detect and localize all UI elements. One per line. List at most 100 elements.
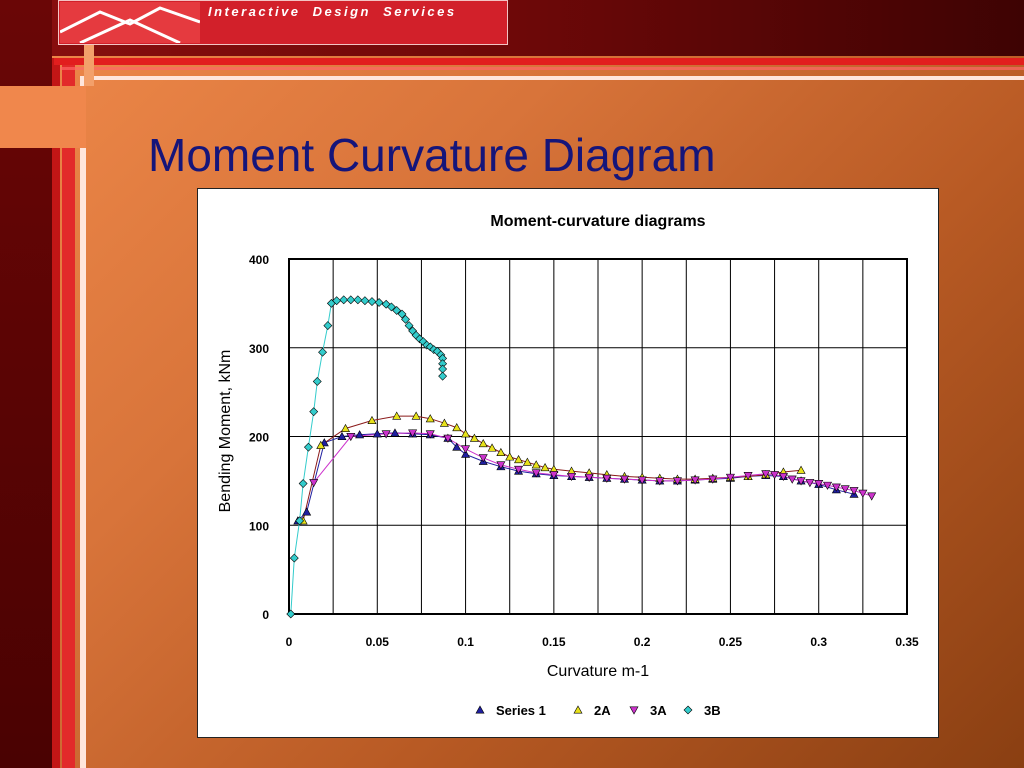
- top-red-stripe-highlight: [60, 67, 1024, 70]
- logo-mark-icon: [59, 2, 201, 45]
- legend-item-2a: 2A: [573, 703, 611, 718]
- data-point-2a: [439, 418, 449, 427]
- data-point-2a: [487, 443, 497, 452]
- data-point-3b: [360, 296, 370, 306]
- data-point-2a: [340, 423, 351, 433]
- data-point-2a: [316, 440, 326, 449]
- data-point-3a: [619, 475, 629, 484]
- y-tick-label: 200: [249, 431, 269, 445]
- data-point-series-1: [452, 442, 462, 451]
- data-point-2a: [411, 411, 421, 420]
- data-point-series-1: [372, 429, 382, 438]
- data-point-2a: [478, 438, 488, 448]
- data-point-3b: [309, 407, 319, 417]
- data-point-3a: [823, 481, 833, 490]
- company-logo: Interactive Design Services: [58, 0, 508, 45]
- orange-accent-block: [0, 86, 86, 148]
- data-point-3a: [381, 430, 391, 439]
- plot-area-border: [288, 258, 908, 615]
- y-axis-label: Bending Moment, kNm: [217, 350, 234, 513]
- legend-marker-2a: [573, 705, 583, 714]
- logo-text: Interactive Design Services: [208, 4, 457, 19]
- data-point-3a: [858, 489, 868, 498]
- legend-marker-3a: [629, 706, 639, 715]
- data-point-3b: [374, 298, 384, 307]
- legend-item-series-1: Series 1: [475, 703, 546, 718]
- y-tick-label: 100: [249, 519, 269, 533]
- data-point-3b: [353, 295, 363, 305]
- chart-grid: [288, 258, 908, 615]
- data-point-2a: [496, 447, 506, 456]
- data-point-3a: [637, 476, 647, 485]
- data-point-2a: [540, 462, 550, 472]
- data-point-3a: [655, 477, 665, 486]
- legend-label-3a: 3A: [650, 703, 667, 718]
- series-line-2a: [302, 415, 802, 521]
- data-point-3a: [831, 483, 841, 492]
- data-point-series-1: [355, 430, 365, 439]
- data-point-3a: [814, 480, 824, 489]
- data-point-2a: [796, 465, 806, 474]
- data-point-2a: [452, 423, 462, 432]
- data-point-3b: [438, 371, 448, 381]
- chart-container: Moment-curvature diagrams 0 0.05 0.1 0.15 0.…: [197, 188, 939, 738]
- data-point-3a: [796, 477, 806, 486]
- data-point-3b: [289, 553, 299, 563]
- data-point-3a: [849, 487, 859, 496]
- x-tick-label: 0.2: [634, 635, 651, 649]
- y-axis-ticks: 0 100 200 300 400: [249, 253, 269, 622]
- x-tick-label: 0.3: [810, 635, 827, 649]
- x-tick-label: 0.35: [895, 635, 919, 649]
- x-tick-label: 0: [286, 635, 293, 649]
- data-point-3b: [346, 295, 356, 305]
- data-point-3a: [584, 473, 594, 482]
- data-point-3a: [708, 475, 718, 484]
- data-point-3a: [787, 475, 797, 484]
- data-point-3b: [303, 442, 313, 452]
- legend-item-3a: 3A: [629, 703, 667, 718]
- data-point-3a: [805, 479, 815, 488]
- data-point-3a: [496, 461, 506, 470]
- data-point-3b: [386, 302, 396, 312]
- x-tick-label: 0.15: [542, 635, 566, 649]
- y-tick-label: 0: [262, 608, 269, 622]
- x-tick-label: 0.1: [457, 635, 474, 649]
- legend-marker-series-1: [475, 705, 485, 714]
- data-point-3a: [531, 469, 541, 478]
- data-point-3b: [401, 314, 410, 324]
- data-point-3a: [778, 472, 788, 482]
- data-point-3a: [743, 472, 753, 481]
- legend-item-3b: 3B: [683, 703, 721, 718]
- data-point-2a: [522, 457, 532, 466]
- y-tick-label: 300: [249, 342, 269, 356]
- y-tick-label: 400: [249, 253, 269, 267]
- data-point-3b: [339, 295, 349, 305]
- moment-curvature-chart: Moment-curvature diagrams 0 0.05 0.1 0.15 0.…: [217, 213, 919, 718]
- legend-label-3b: 3B: [704, 703, 721, 718]
- left-red-stripe-inner: [62, 58, 75, 768]
- data-point-3a: [408, 429, 418, 438]
- data-point-3a: [867, 492, 877, 501]
- data-point-3a: [690, 476, 700, 485]
- data-point-3a: [549, 471, 559, 480]
- data-point-3b: [392, 306, 402, 315]
- left-red-stripe: [52, 58, 60, 768]
- legend-label-2a: 2A: [594, 703, 611, 718]
- chart-title: Moment-curvature diagrams: [490, 213, 705, 230]
- data-point-3a: [443, 434, 453, 443]
- data-point-3a: [425, 430, 435, 439]
- data-point-3a: [567, 472, 577, 482]
- data-point-series-1: [390, 428, 400, 437]
- x-tick-label: 0.25: [719, 635, 743, 649]
- data-point-series-1: [461, 449, 471, 458]
- x-axis-label: Curvature m-1: [547, 663, 649, 680]
- series-line-3a: [313, 432, 872, 497]
- x-axis-ticks: 0 0.05 0.1 0.15 0.2 0.25 0.3 0.35: [286, 635, 919, 649]
- series-points: [286, 295, 877, 619]
- x-tick-label: 0.05: [366, 635, 390, 649]
- data-point-3b: [298, 479, 308, 488]
- data-point-3b: [332, 296, 342, 306]
- data-point-2a: [461, 429, 471, 438]
- top-red-stripe: [54, 58, 1024, 65]
- data-point-2a: [425, 414, 435, 423]
